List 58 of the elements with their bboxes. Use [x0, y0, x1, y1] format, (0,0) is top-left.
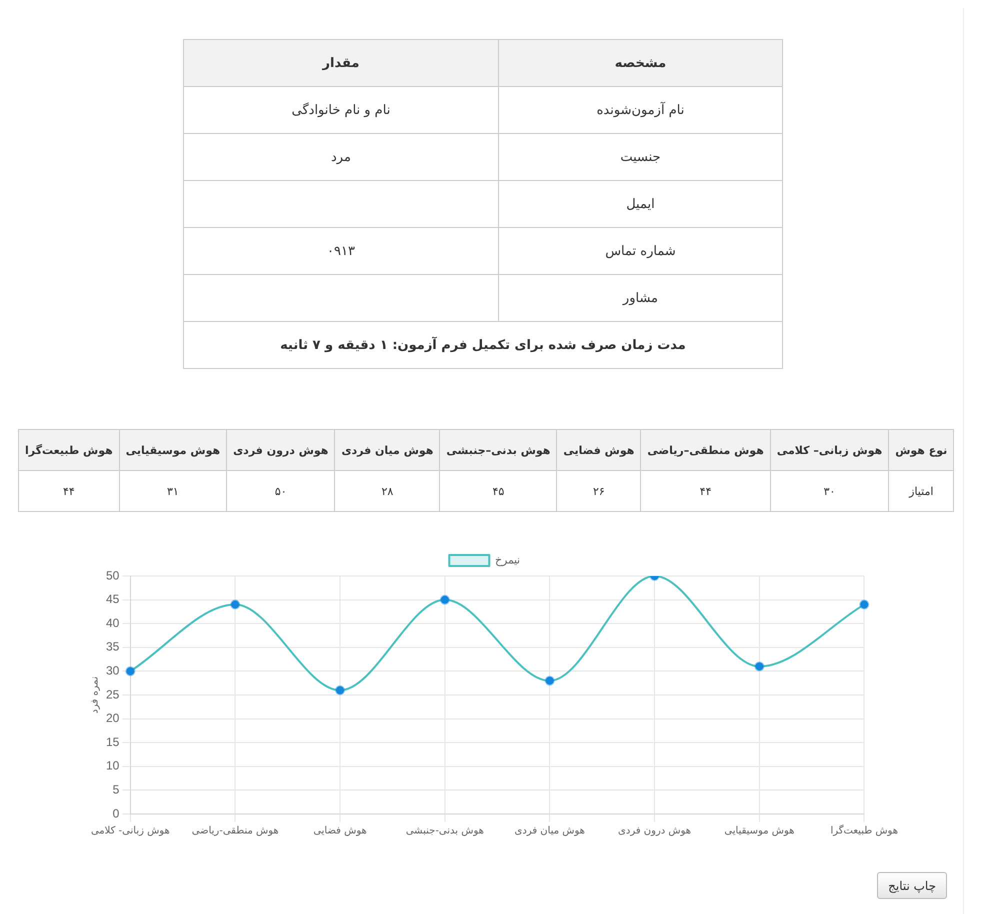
point — [335, 685, 346, 696]
text: شماره تماس — [605, 244, 676, 258]
text: مشاور — [622, 290, 658, 306]
x-tick-label: هوش زبانی- کلامی — [90, 826, 170, 837]
category-label: هوش زبانی– کلامی — [770, 430, 889, 470]
x-tick-label: هوش بدنی-جنبشی — [406, 826, 484, 837]
category-label: هوش موسیقیایی — [119, 430, 227, 470]
text: ایمیل — [626, 196, 655, 212]
text: ۴۵ — [492, 484, 504, 498]
y-tick-label: 5 — [112, 782, 120, 797]
point — [230, 600, 240, 610]
y-tick-label: 30 — [106, 664, 120, 678]
category-label: هوش درون فردی — [226, 430, 335, 470]
y-tick-label: 45 — [106, 592, 120, 606]
text: مدت زمان صرف شده برای تکمیل فرم آزمون: ۱ دقیقه و ۷ ثانیه — [184, 322, 782, 368]
text: نام و نام خانوادگی — [292, 102, 390, 118]
text: نام آزمون‌شونده — [596, 102, 684, 118]
x-tick-label: هوش میان فردی — [514, 826, 585, 837]
category-label: هوش بدنی–جنبشی — [440, 430, 557, 470]
text: ۴۴ — [700, 484, 712, 498]
category-label: مشخصه — [498, 40, 782, 86]
text: ۲۸ — [382, 484, 394, 498]
text: ۳۱ — [167, 484, 179, 498]
x-tick-label: هوش طبیعت‌گرا — [830, 824, 898, 837]
text: جنسیت — [620, 150, 661, 164]
text: امتیاز — [909, 484, 934, 498]
category-label: نوع هوش — [888, 430, 954, 470]
y-tick-label: 40 — [106, 616, 120, 630]
legend-label: نیمرخ — [494, 554, 520, 567]
category-label: هوش منطقی–ریاضی — [640, 430, 770, 470]
y-tick-label: 0 — [112, 806, 120, 820]
category-label: هوش میان فردی — [334, 430, 440, 470]
category-label: هوش فضایی — [556, 430, 641, 470]
text: ۴۴ — [62, 484, 75, 498]
y-tick-label: 20 — [106, 711, 120, 726]
point — [544, 676, 555, 686]
x-tick-label: هوش منطقی-ریاضی — [192, 826, 279, 837]
y-axis-title: نمره فرد — [90, 676, 101, 714]
point — [125, 666, 136, 676]
point — [440, 594, 450, 605]
text: مرد — [331, 150, 351, 164]
y-tick-label: 15 — [106, 734, 120, 749]
print-button[interactable]: چاپ نتایج — [877, 872, 947, 899]
text: ۳۰ — [824, 484, 836, 498]
text: ۰۹۱۳ — [327, 244, 355, 258]
category-label: مقدار — [184, 40, 498, 86]
x-tick-label: هوش فضایی — [313, 826, 367, 837]
x-tick-label: هوش درون فردی — [618, 826, 692, 837]
x-tick-label: هوش موسیقیایی — [724, 826, 794, 837]
text: ۵۰ — [274, 484, 287, 498]
text: ۲۶ — [592, 484, 605, 498]
y-tick-label: 50 — [106, 568, 120, 582]
y-tick-label: 25 — [106, 687, 120, 702]
y-tick-label: 10 — [106, 758, 120, 773]
point — [859, 600, 870, 610]
y-tick-label: 35 — [106, 640, 120, 654]
point — [754, 661, 764, 672]
category-label: هوش طبیعت‌گرا — [18, 430, 120, 470]
